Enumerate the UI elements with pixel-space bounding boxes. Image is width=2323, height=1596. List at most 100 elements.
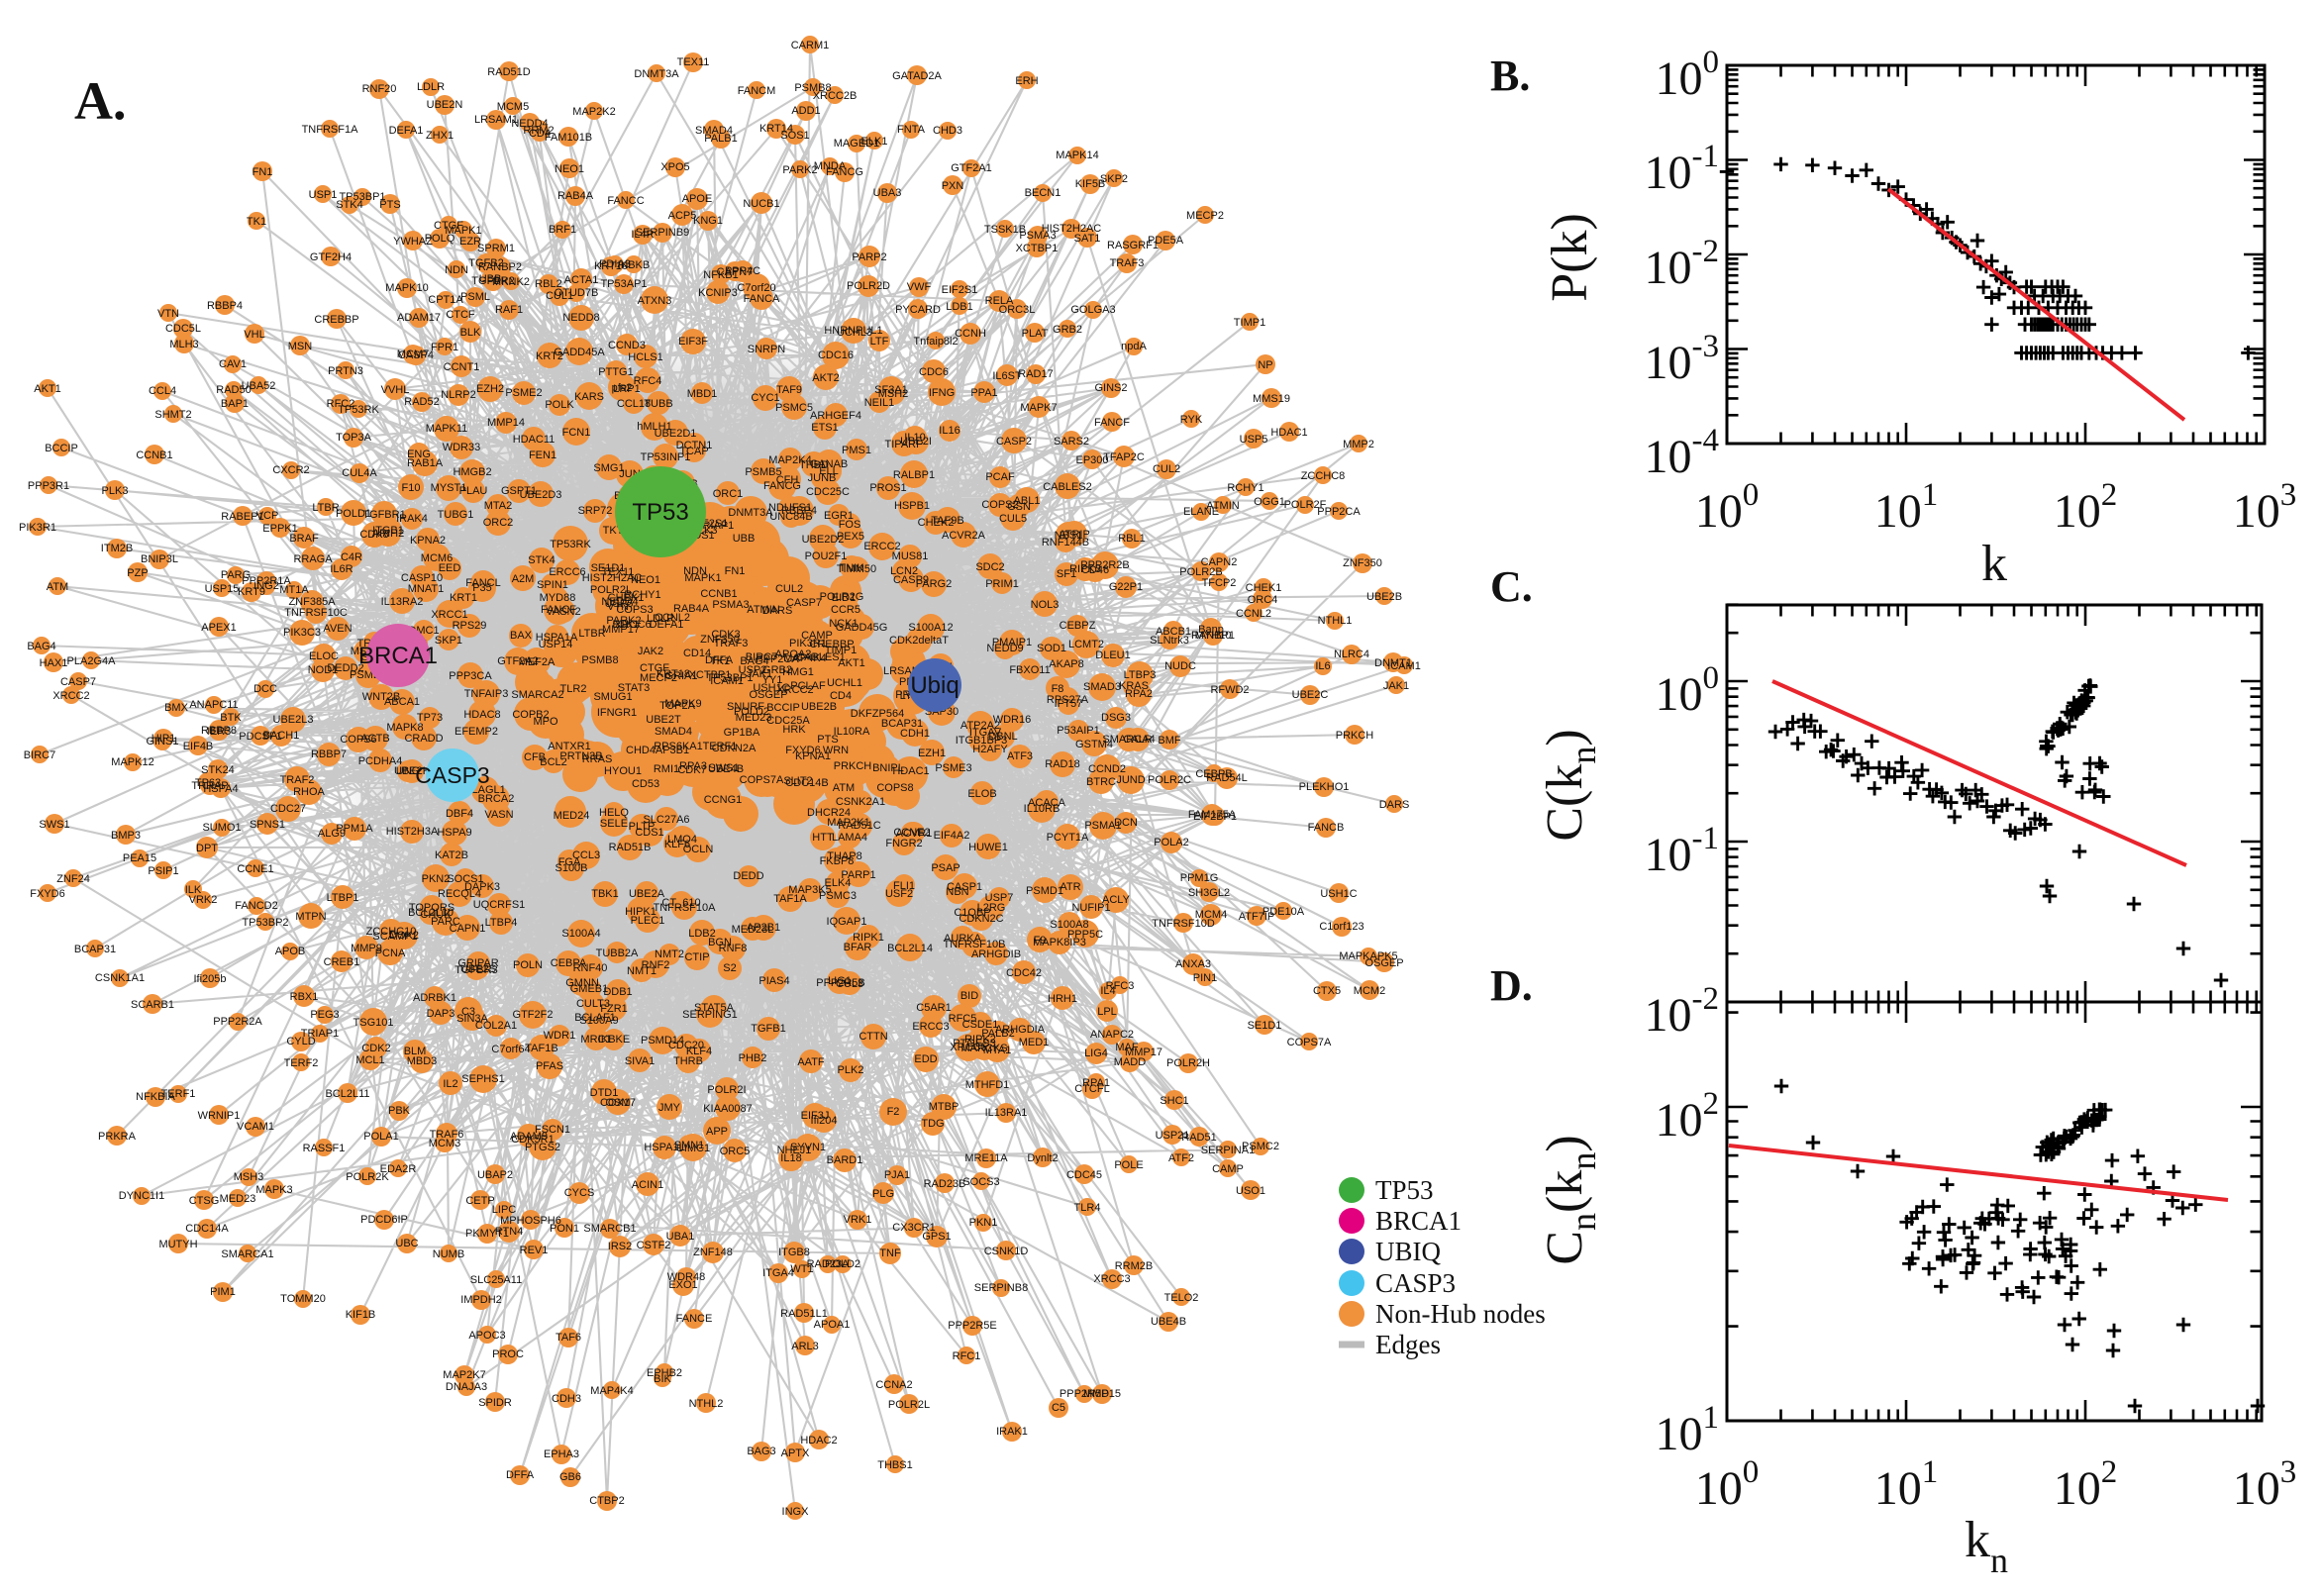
svg-text:NEDD9: NEDD9	[986, 643, 1023, 654]
svg-text:MAPK12: MAPK12	[111, 756, 153, 768]
svg-text:CCL18: CCL18	[617, 398, 651, 410]
svg-text:CDKN2A: CDKN2A	[712, 743, 757, 754]
svg-text:UQCRFS1: UQCRFS1	[473, 899, 526, 911]
svg-text:LAMA4: LAMA4	[832, 832, 867, 844]
svg-text:TUBB2A: TUBB2A	[596, 948, 639, 959]
svg-text:TNFRSF1A: TNFRSF1A	[302, 124, 359, 136]
svg-text:PLG: PLG	[872, 1188, 894, 1200]
svg-text:VRK1: VRK1	[844, 1214, 872, 1226]
svg-text:S100A4: S100A4	[561, 928, 600, 940]
svg-text:UBE2S: UBE2S	[460, 963, 496, 975]
svg-text:NDUFS1: NDUFS1	[768, 502, 812, 514]
svg-text:NTHL1: NTHL1	[1318, 615, 1353, 627]
svg-text:UBE2L3: UBE2L3	[273, 714, 314, 726]
svg-text:BCCIP: BCCIP	[766, 702, 800, 714]
svg-text:APOE: APOE	[682, 193, 713, 205]
svg-text:TRAF3: TRAF3	[714, 638, 749, 649]
svg-text:DKFZP564: DKFZP564	[851, 708, 904, 720]
svg-text:HDAC1: HDAC1	[1270, 427, 1307, 439]
svg-text:NMT1: NMT1	[627, 965, 656, 977]
svg-text:MUS81: MUS81	[892, 550, 929, 562]
svg-text:RBBP4: RBBP4	[781, 505, 817, 517]
svg-text:RBX1: RBX1	[290, 991, 319, 1003]
svg-text:RAD23B: RAD23B	[924, 1178, 966, 1190]
svg-text:UBC: UBC	[395, 1238, 418, 1249]
svg-text:WRN: WRN	[823, 745, 849, 756]
svg-text:HAX1: HAX1	[40, 657, 68, 669]
svg-text:BRCA1: BRCA1	[358, 643, 438, 669]
svg-text:C(kn): C(kn)	[1537, 729, 1603, 841]
svg-text:COX17: COX17	[600, 1097, 636, 1109]
svg-text:PPP2CA: PPP2CA	[1317, 506, 1361, 518]
svg-text:KRT1: KRT1	[450, 592, 477, 604]
svg-text:npdA: npdA	[1121, 341, 1147, 352]
svg-text:XRCC1: XRCC1	[431, 609, 467, 621]
svg-text:TERF1: TERF1	[703, 741, 738, 752]
svg-text:DBNL: DBNL	[988, 731, 1017, 743]
svg-text:GSTM4: GSTM4	[1075, 739, 1113, 750]
svg-text:CDC45: CDC45	[1066, 1169, 1102, 1181]
svg-text:CTSG: CTSG	[189, 1195, 220, 1207]
svg-text:PCDHA4: PCDHA4	[358, 755, 403, 767]
svg-text:MMP17: MMP17	[1125, 1047, 1162, 1058]
svg-text:NBN: NBN	[946, 886, 968, 898]
svg-text:PYCARD: PYCARD	[895, 304, 941, 316]
svg-text:COPS7A: COPS7A	[1287, 1037, 1332, 1048]
svg-text:XPO5: XPO5	[660, 161, 689, 173]
svg-text:HDAC2: HDAC2	[800, 1435, 837, 1446]
svg-text:CSNK2A1: CSNK2A1	[836, 796, 885, 808]
svg-text:KARS: KARS	[574, 391, 604, 403]
svg-text:FXYD6: FXYD6	[785, 745, 820, 756]
svg-text:PKMYT1: PKMYT1	[465, 1228, 509, 1240]
svg-text:ATXN3: ATXN3	[638, 295, 672, 307]
svg-text:PMAIP1: PMAIP1	[992, 637, 1032, 648]
svg-text:CCND3: CCND3	[608, 340, 646, 351]
svg-text:Non-Hub nodes: Non-Hub nodes	[1375, 1299, 1546, 1329]
svg-text:CDK2: CDK2	[361, 1043, 390, 1054]
svg-text:Dynlt2: Dynlt2	[1027, 1152, 1058, 1164]
svg-text:CTIP: CTIP	[684, 951, 709, 963]
svg-text:TK1: TK1	[247, 216, 266, 228]
svg-text:MCM7: MCM7	[397, 349, 429, 360]
svg-text:MMP2: MMP2	[1343, 439, 1374, 450]
svg-text:AATF: AATF	[797, 1056, 825, 1068]
svg-text:TRIAP1: TRIAP1	[696, 520, 735, 532]
svg-text:MYST1: MYST1	[431, 482, 467, 494]
svg-text:TGFBR3: TGFBR3	[454, 964, 497, 976]
svg-text:UBE2C: UBE2C	[1292, 689, 1329, 701]
svg-text:NP: NP	[1258, 359, 1272, 371]
svg-text:CAV1: CAV1	[219, 358, 247, 370]
svg-text:JMY: JMY	[658, 1102, 681, 1114]
svg-text:AKAP8: AKAP8	[1049, 658, 1083, 670]
svg-text:BNIPL: BNIPL	[872, 762, 904, 774]
svg-text:ICAM1: ICAM1	[710, 675, 744, 687]
svg-text:CCNT1: CCNT1	[444, 361, 480, 373]
svg-text:LPL: LPL	[1097, 1006, 1117, 1018]
svg-text:FANCC: FANCC	[607, 195, 644, 207]
svg-text:MECP2: MECP2	[640, 672, 677, 684]
svg-text:BIK: BIK	[654, 1373, 671, 1385]
svg-text:EIF2S1: EIF2S1	[942, 284, 978, 296]
svg-text:SMARCB1: SMARCB1	[583, 1223, 636, 1235]
svg-text:LCMT2: LCMT2	[1068, 639, 1104, 650]
svg-text:RFC1: RFC1	[953, 1350, 981, 1362]
svg-text:CCNL2: CCNL2	[1236, 608, 1271, 620]
svg-text:MED24: MED24	[554, 810, 590, 822]
svg-text:MED23L: MED23L	[732, 924, 774, 936]
svg-text:APOA1: APOA1	[814, 1319, 851, 1331]
svg-text:DNMT3A: DNMT3A	[634, 68, 679, 80]
svg-text:CREBBP: CREBBP	[314, 314, 358, 326]
svg-text:VWF: VWF	[907, 281, 932, 293]
svg-text:GTF2A2: GTF2A2	[497, 655, 539, 667]
svg-text:HMGB2: HMGB2	[453, 466, 491, 478]
svg-text:IFT57: IFT57	[1055, 698, 1083, 710]
svg-text:BCCIP: BCCIP	[45, 443, 78, 454]
svg-text:BTRC: BTRC	[1086, 776, 1116, 788]
svg-text:ITGAV: ITGAV	[969, 727, 1002, 739]
svg-text:APOB: APOB	[275, 946, 306, 957]
svg-text:Ubiq: Ubiq	[910, 672, 959, 699]
svg-text:KRT18: KRT18	[656, 668, 690, 680]
svg-text:PIK3R1: PIK3R1	[19, 522, 56, 534]
svg-text:RBBP4: RBBP4	[207, 300, 243, 312]
svg-text:SOCS3: SOCS3	[962, 1176, 999, 1188]
